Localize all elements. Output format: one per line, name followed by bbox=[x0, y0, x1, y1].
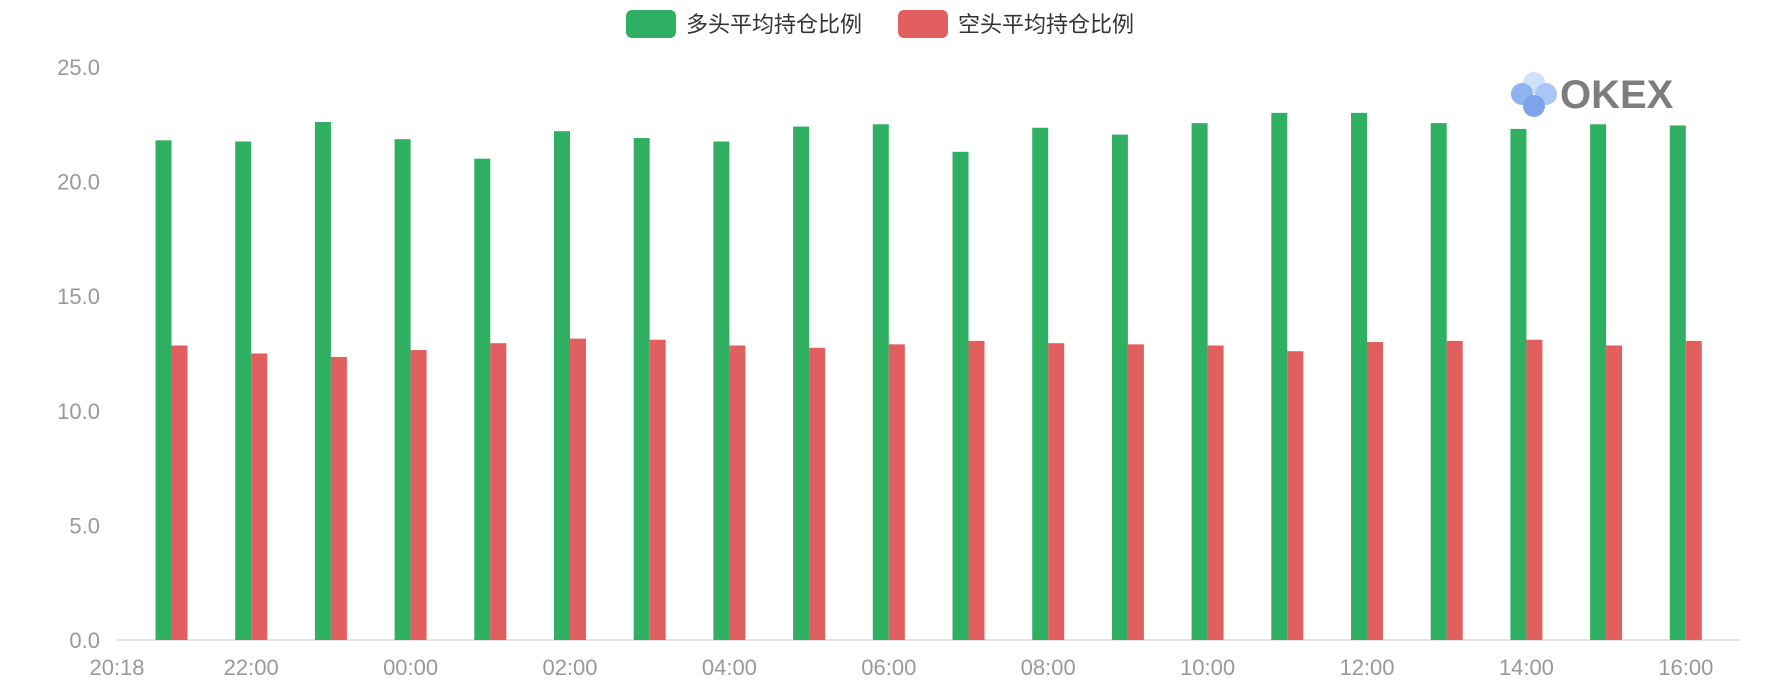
bar-short bbox=[410, 350, 427, 640]
bar-short bbox=[1367, 342, 1383, 640]
x-tick-label: 22:00 bbox=[224, 655, 279, 680]
legend-item-short[interactable]: 空头平均持仓比例 bbox=[898, 10, 1134, 38]
bar-long bbox=[235, 141, 252, 641]
x-tick-label: 20:18 bbox=[89, 655, 144, 680]
bar-short bbox=[570, 338, 586, 640]
x-tick-label: 16:00 bbox=[1658, 655, 1713, 680]
bar-long bbox=[1351, 112, 1367, 641]
bar-long bbox=[1271, 112, 1288, 641]
legend-label-long: 多头平均持仓比例 bbox=[686, 13, 862, 38]
bar-short bbox=[330, 356, 347, 640]
x-tick-label: 06:00 bbox=[861, 655, 916, 680]
y-tick-label: 10.0 bbox=[57, 399, 100, 424]
bar-short bbox=[968, 340, 985, 640]
bar-short bbox=[1606, 345, 1623, 640]
bar-long bbox=[155, 140, 172, 640]
bar-long bbox=[474, 158, 491, 640]
bar-long bbox=[1191, 123, 1208, 641]
bar-long bbox=[394, 139, 411, 640]
bar-long bbox=[1510, 128, 1527, 640]
bar-long bbox=[713, 141, 730, 641]
legend-item-long[interactable]: 多头平均持仓比例 bbox=[626, 10, 862, 38]
legend-swatch-short bbox=[898, 10, 948, 38]
bar-long bbox=[872, 124, 889, 641]
legend: 多头平均持仓比例 空头平均持仓比例 bbox=[626, 10, 1134, 38]
y-tick-label: 20.0 bbox=[57, 170, 100, 195]
bar-short bbox=[809, 347, 826, 640]
x-tick-label: 00:00 bbox=[383, 655, 438, 680]
bar-short bbox=[1287, 351, 1304, 640]
bar-short bbox=[171, 345, 188, 640]
bars bbox=[155, 112, 1702, 641]
okex-watermark: OKEX bbox=[1511, 72, 1674, 117]
bar-short bbox=[1048, 343, 1065, 640]
bar-long bbox=[314, 122, 331, 641]
bar-short bbox=[1446, 340, 1463, 640]
bar-long bbox=[1669, 125, 1686, 641]
bar-short bbox=[729, 345, 746, 640]
x-axis: 20:18 22:00 00:00 02:00 04:00 06:00 08:00 10:00… bbox=[89, 639, 1740, 680]
bar-long bbox=[554, 131, 570, 640]
y-tick-label: 25.0 bbox=[57, 55, 100, 80]
bar-short bbox=[1207, 345, 1224, 640]
watermark-text: OKEX bbox=[1560, 73, 1674, 117]
bar-short bbox=[1127, 344, 1144, 640]
bar-long bbox=[1032, 127, 1049, 641]
bar-long bbox=[1430, 123, 1447, 641]
y-axis: 0.0 5.0 10.0 15.0 20.0 25.0 bbox=[57, 55, 100, 653]
bar-long bbox=[1111, 134, 1128, 640]
legend-label-short: 空头平均持仓比例 bbox=[958, 13, 1134, 38]
y-tick-label: 5.0 bbox=[69, 513, 100, 538]
bar-long bbox=[952, 151, 969, 640]
bar-long bbox=[793, 126, 810, 641]
bar-short bbox=[1685, 340, 1702, 640]
y-tick-label: 0.0 bbox=[69, 628, 100, 653]
x-tick-label: 12:00 bbox=[1339, 655, 1394, 680]
bar-short bbox=[490, 343, 507, 640]
bar-short bbox=[1526, 339, 1543, 640]
bar-short bbox=[649, 339, 666, 640]
okex-logo-icon bbox=[1511, 72, 1557, 117]
y-tick-label: 15.0 bbox=[57, 284, 100, 309]
x-tick-label: 02:00 bbox=[542, 655, 597, 680]
bar-short bbox=[888, 344, 905, 640]
x-tick-label: 14:00 bbox=[1499, 655, 1554, 680]
x-tick-label: 10:00 bbox=[1180, 655, 1235, 680]
x-tick-label: 04:00 bbox=[702, 655, 757, 680]
bar-long bbox=[1590, 124, 1607, 641]
x-tick-label: 08:00 bbox=[1021, 655, 1076, 680]
bar-long bbox=[633, 138, 650, 640]
legend-swatch-long bbox=[626, 10, 676, 38]
bar-short bbox=[251, 353, 268, 640]
